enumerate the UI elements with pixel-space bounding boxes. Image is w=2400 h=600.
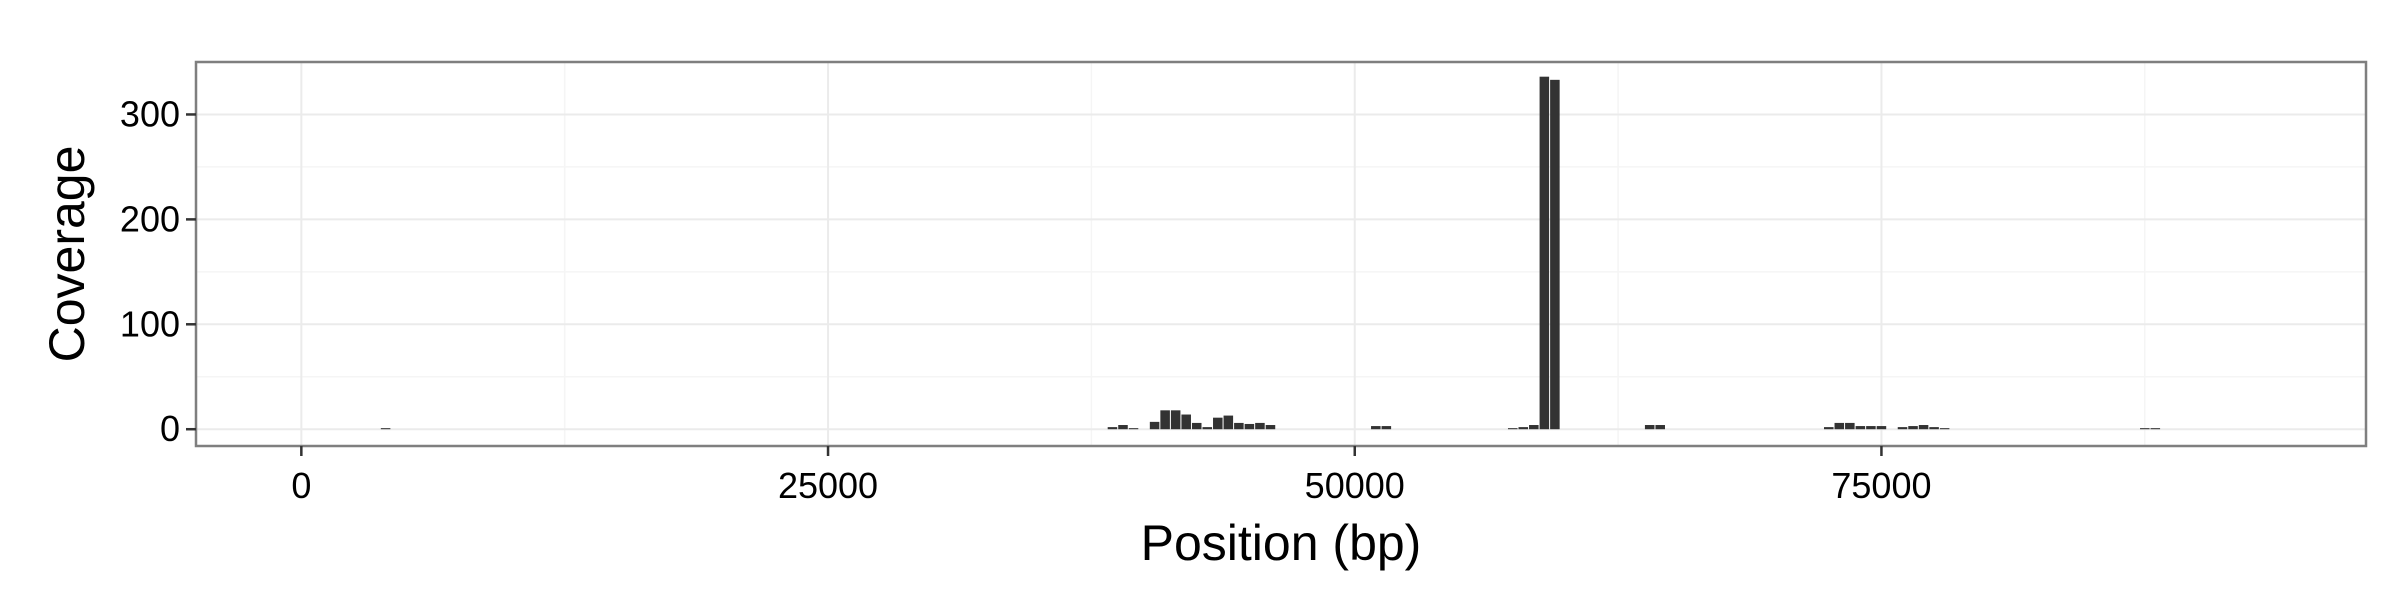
bar xyxy=(1908,426,1918,430)
bar xyxy=(1107,427,1118,430)
major-grid xyxy=(196,62,2366,446)
bar xyxy=(1213,417,1223,430)
panel-background xyxy=(196,62,2366,446)
bar xyxy=(1160,410,1170,430)
bar xyxy=(1507,428,1518,430)
bar xyxy=(1644,425,1655,430)
bar xyxy=(1550,79,1560,430)
bar xyxy=(1855,426,1866,430)
bar xyxy=(1824,427,1834,430)
bar xyxy=(1118,425,1128,430)
x-tick-label: 0 xyxy=(291,465,311,506)
bar xyxy=(1244,423,1255,430)
y-tick-label: 200 xyxy=(120,198,180,239)
bar xyxy=(1170,410,1181,430)
y-axis-title: Coverage xyxy=(39,146,95,363)
bar xyxy=(1202,427,1213,430)
bar xyxy=(1897,427,1908,430)
bar xyxy=(1834,422,1845,430)
bar xyxy=(1371,426,1381,430)
x-tick-label: 75000 xyxy=(1831,465,1931,506)
bar xyxy=(1381,426,1392,430)
bar xyxy=(1929,427,1939,430)
bar xyxy=(1655,425,1665,430)
bar xyxy=(1845,422,1855,430)
bar xyxy=(1539,76,1550,430)
bar xyxy=(1149,421,1160,430)
panel-border xyxy=(194,60,2368,448)
x-tick-label: 25000 xyxy=(778,465,878,506)
bars xyxy=(380,76,2161,430)
bar xyxy=(1529,425,1539,430)
x-axis: 0 25000 50000 75000 xyxy=(291,446,1931,506)
x-tick-label: 50000 xyxy=(1305,465,1405,506)
y-tick-label: 300 xyxy=(120,93,180,134)
bar xyxy=(1181,414,1191,430)
y-tick-label: 0 xyxy=(160,408,180,449)
bar xyxy=(1918,425,1929,430)
y-tick-label: 100 xyxy=(120,303,180,344)
bar xyxy=(1234,422,1244,430)
bar xyxy=(1255,422,1265,430)
bar xyxy=(2150,428,2161,430)
x-axis-title: Position (bp) xyxy=(1141,515,1422,571)
y-axis: 0 100 200 300 xyxy=(120,93,196,449)
bar xyxy=(1876,426,1887,430)
bar xyxy=(1939,428,1950,430)
bar xyxy=(1265,425,1276,430)
bar xyxy=(1518,427,1529,430)
plot-panel xyxy=(194,60,2368,448)
bar xyxy=(1866,426,1876,430)
bar xyxy=(1191,422,1202,430)
bar xyxy=(1128,428,1139,430)
bar xyxy=(2140,428,2150,430)
bar xyxy=(380,428,391,430)
bar xyxy=(1223,415,1234,430)
